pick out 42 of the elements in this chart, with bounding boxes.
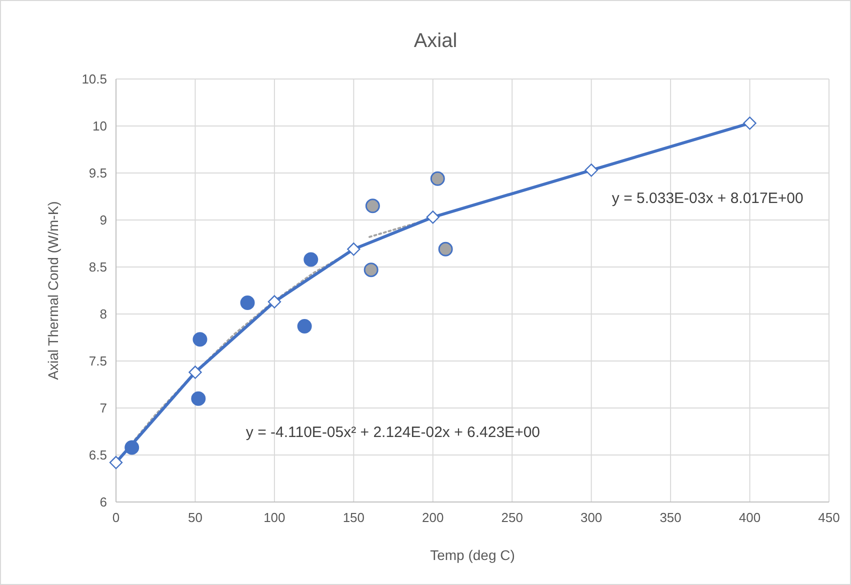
x-tick-label: 400 <box>738 510 761 525</box>
x-tick-label: 250 <box>501 510 523 525</box>
point <box>240 295 255 310</box>
x-tick-label: 300 <box>580 510 602 525</box>
y-tick-label: 9 <box>100 212 107 228</box>
chart-title: Axial <box>414 30 458 52</box>
x-tick-label: 150 <box>342 510 365 525</box>
x-tick-label: 200 <box>422 510 444 525</box>
x-tick-label: 100 <box>264 510 286 525</box>
point <box>347 242 360 256</box>
x-tick-label: 350 <box>660 510 682 525</box>
annotation: y = -4.110E-05x² + 2.124E-02x + 6.423E+00 <box>246 424 540 442</box>
point <box>365 198 380 214</box>
y-tick-label: 7 <box>100 400 107 416</box>
point <box>584 164 598 177</box>
point <box>430 171 445 186</box>
x-tick-label: 450 <box>818 510 840 525</box>
point <box>268 295 282 308</box>
point <box>426 210 440 224</box>
y-tick-label: 10.5 <box>82 72 107 87</box>
point <box>191 391 206 406</box>
point <box>743 116 756 130</box>
annotation: y = 5.033E-03x + 8.017E+00 <box>612 190 804 208</box>
y-tick-label: 7.5 <box>88 354 107 369</box>
x-tick-label: 0 <box>112 510 120 525</box>
point <box>438 242 453 256</box>
x-tick-label: 50 <box>188 510 202 525</box>
y-axis-title: Axial Thermal Cond (W/m-K) <box>45 201 61 380</box>
y-tick-label: 10 <box>92 118 107 134</box>
point <box>297 318 312 334</box>
y-tick-label: 9.5 <box>88 166 107 181</box>
point <box>364 262 378 278</box>
y-tick-label: 6 <box>100 494 107 510</box>
point <box>188 366 202 379</box>
point <box>109 456 123 470</box>
y-tick-label: 6.5 <box>88 448 107 463</box>
point <box>124 440 140 455</box>
point <box>304 252 318 267</box>
y-tick-label: 8 <box>100 306 107 322</box>
point <box>192 332 208 347</box>
y-tick-label: 8.5 <box>88 260 107 275</box>
x-axis-title: Temp (deg C) <box>430 547 515 563</box>
